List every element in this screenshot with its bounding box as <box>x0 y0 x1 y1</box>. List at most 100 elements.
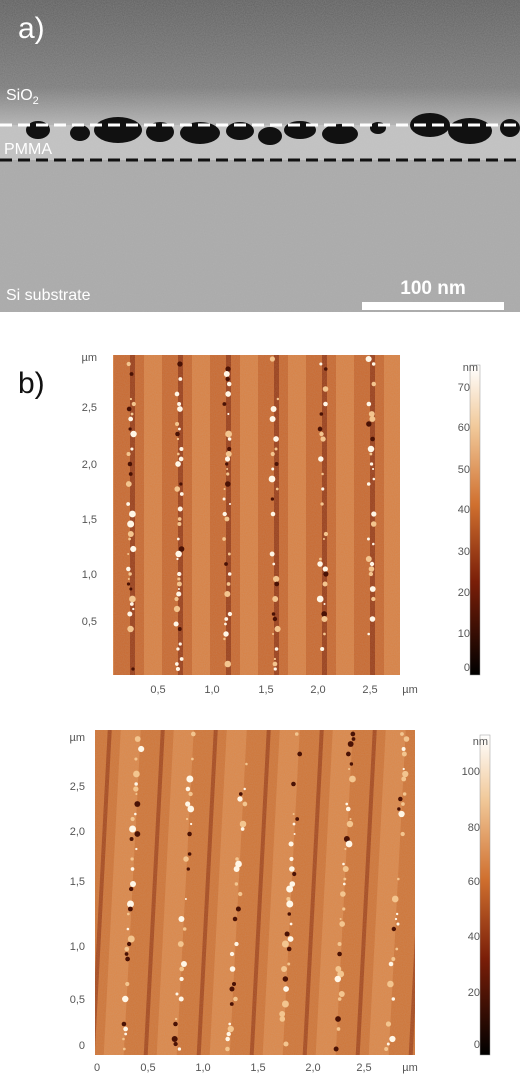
x-tick-label: 0,5 <box>150 684 165 696</box>
particle <box>222 511 227 517</box>
particle <box>224 516 230 522</box>
x-tick-label: 2,0 <box>305 1062 320 1074</box>
particle <box>394 917 398 921</box>
colorbar-tick-label: 20 <box>458 587 470 599</box>
pit <box>186 867 190 871</box>
particle <box>322 537 325 541</box>
particle <box>135 847 138 851</box>
particle <box>125 481 132 487</box>
particle <box>132 607 135 611</box>
particle <box>182 927 187 931</box>
colorbar-tick-label: 60 <box>468 876 480 888</box>
pit <box>231 981 237 987</box>
particle <box>395 912 399 916</box>
y-tick-label: 1,0 <box>70 941 85 953</box>
particle <box>174 391 180 397</box>
particle <box>321 487 325 491</box>
particle <box>183 856 189 862</box>
particle <box>224 590 231 598</box>
particle <box>233 996 238 1002</box>
particle <box>342 862 345 866</box>
particle <box>127 577 130 581</box>
particle <box>289 881 296 887</box>
colorbar-unit: nm <box>473 736 488 748</box>
particle <box>274 625 281 633</box>
nanoparticle <box>448 118 492 144</box>
particle <box>177 452 180 456</box>
particle <box>343 877 347 881</box>
pit <box>128 886 134 892</box>
particle <box>369 561 375 567</box>
nanoparticle <box>410 113 450 137</box>
particle <box>400 831 405 837</box>
pit <box>286 946 292 952</box>
particle <box>348 767 351 771</box>
particle <box>245 762 248 766</box>
particle <box>293 832 296 836</box>
pit <box>270 497 275 501</box>
particle <box>286 896 291 902</box>
particle <box>243 787 246 791</box>
particle <box>229 951 235 957</box>
colorbar-tick-label: 40 <box>468 931 480 943</box>
pit <box>232 916 238 922</box>
pit <box>225 376 230 382</box>
particle <box>397 877 400 881</box>
particle <box>349 817 352 821</box>
particle <box>127 625 134 633</box>
particle <box>135 792 138 796</box>
pit <box>317 426 323 432</box>
particle <box>369 416 376 422</box>
pit <box>337 951 342 957</box>
particle <box>339 921 345 927</box>
particle <box>345 840 353 848</box>
particle <box>177 587 180 591</box>
particle <box>130 412 134 416</box>
particle <box>371 511 377 517</box>
x-tick-label: 2,0 <box>310 684 325 696</box>
particle <box>338 991 345 997</box>
particle <box>122 1047 126 1051</box>
particle <box>127 611 133 617</box>
particle <box>177 517 182 521</box>
x-tick-label: 1,0 <box>204 684 219 696</box>
pit <box>171 1036 178 1042</box>
particle <box>242 801 248 807</box>
particle <box>179 657 184 661</box>
particle <box>178 427 181 431</box>
particle <box>321 615 328 623</box>
pit <box>272 616 278 622</box>
panel-label: b) <box>18 367 45 400</box>
particle <box>342 865 349 873</box>
particle <box>176 537 180 541</box>
colorbar-tick-label: 30 <box>458 546 470 558</box>
particle <box>177 577 181 581</box>
pit <box>187 852 192 856</box>
pit <box>284 931 290 937</box>
particle <box>369 586 376 592</box>
particle <box>401 802 405 806</box>
pit <box>291 781 296 787</box>
particle <box>126 361 131 367</box>
colorbar-tick-label: 10 <box>458 628 470 640</box>
pit <box>323 367 328 371</box>
pit <box>321 611 327 617</box>
particle <box>272 632 275 636</box>
particle <box>283 986 289 992</box>
particle <box>227 412 230 416</box>
pit <box>121 1021 127 1027</box>
particle <box>319 431 324 437</box>
particle <box>174 486 181 492</box>
colorbar-tick-label: 50 <box>458 464 470 476</box>
particle <box>176 591 182 597</box>
particle <box>402 792 407 796</box>
particle <box>177 1047 182 1051</box>
particle <box>289 922 293 926</box>
particle <box>224 660 232 668</box>
particle <box>336 1027 341 1031</box>
pit <box>128 427 132 431</box>
pit <box>370 436 375 442</box>
particle <box>272 562 276 566</box>
pit <box>366 421 372 427</box>
